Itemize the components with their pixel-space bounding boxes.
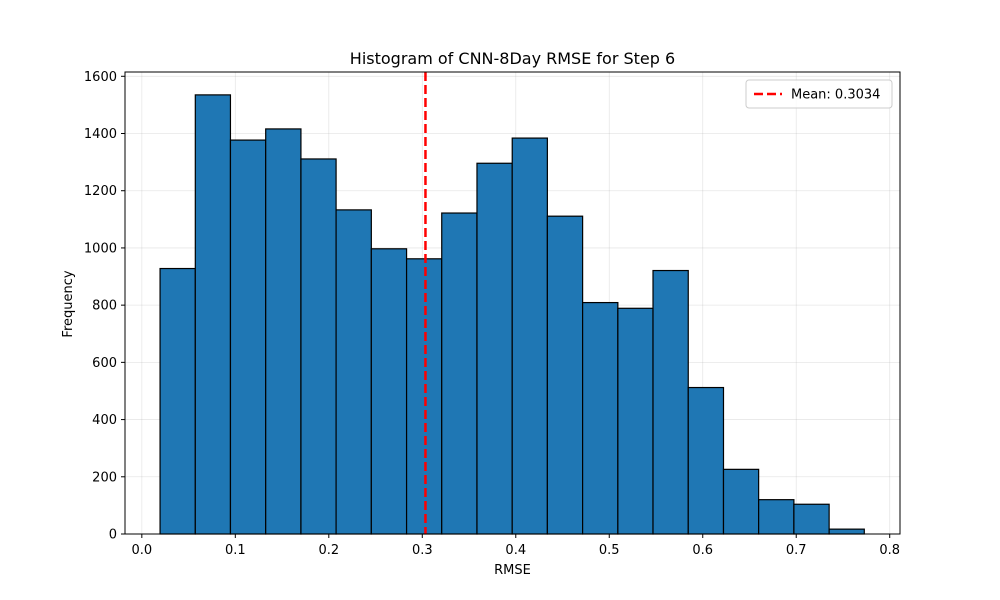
histogram-bar xyxy=(687,386,725,535)
histogram-bar xyxy=(793,503,830,535)
histogram-bar xyxy=(300,158,337,535)
y-tick-label: 0 xyxy=(109,528,117,543)
histogram-bar xyxy=(582,301,619,535)
histogram-bar xyxy=(405,258,443,535)
y-tick-label: 1400 xyxy=(84,127,117,142)
y-axis-label: Frequency xyxy=(61,270,76,337)
y-tick-label: 600 xyxy=(92,356,117,371)
x-tick-label: 0.4 xyxy=(505,543,526,558)
x-tick-label: 0.2 xyxy=(318,543,339,558)
histogram-bar xyxy=(265,128,302,535)
axes: 0.0 0.1 0.2 0.3 0.4 0.5 0.6 0.7 0.8 0 200 400 600 800… xyxy=(84,70,901,558)
histogram-bar xyxy=(758,499,795,535)
y-tick-label: 200 xyxy=(92,470,117,485)
histogram-bar xyxy=(159,267,196,535)
legend: Mean: 0.3034 xyxy=(745,79,893,109)
y-tick-label: 1200 xyxy=(84,184,117,199)
x-tick-label: 0.0 xyxy=(131,543,152,558)
histogram-bar xyxy=(370,248,408,535)
plot-frame xyxy=(124,71,901,535)
y-tick-label: 800 xyxy=(92,299,117,314)
histogram-bar xyxy=(511,137,548,535)
histogram-bar xyxy=(441,212,478,535)
histogram-bar xyxy=(617,307,654,535)
x-tick-label: 0.3 xyxy=(412,543,433,558)
x-tick-label: 0.1 xyxy=(225,543,246,558)
histogram-bar xyxy=(335,209,372,535)
histogram-bar xyxy=(652,269,689,535)
x-axis-label: RMSE xyxy=(494,563,531,578)
histogram-bar xyxy=(722,468,760,535)
x-tick-label: 0.7 xyxy=(786,543,807,558)
x-tick-label: 0.5 xyxy=(599,543,620,558)
histogram-bar xyxy=(476,162,513,535)
y-tick-label: 1600 xyxy=(84,70,117,85)
y-tick-label: 400 xyxy=(92,413,117,428)
y-tick-label: 1000 xyxy=(84,241,117,256)
histogram-bar xyxy=(828,528,865,535)
x-tick-label: 0.6 xyxy=(692,543,713,558)
bars xyxy=(159,94,865,535)
histogram-bar xyxy=(229,139,267,535)
chart-title: Histogram of CNN-8Day RMSE for Step 6 xyxy=(350,49,675,68)
histogram-bar xyxy=(546,215,584,535)
x-tick-label: 0.8 xyxy=(879,543,900,558)
legend-box xyxy=(745,79,893,109)
histogram-bar xyxy=(194,94,232,535)
legend-mean-label: Mean: 0.3034 xyxy=(791,88,880,103)
